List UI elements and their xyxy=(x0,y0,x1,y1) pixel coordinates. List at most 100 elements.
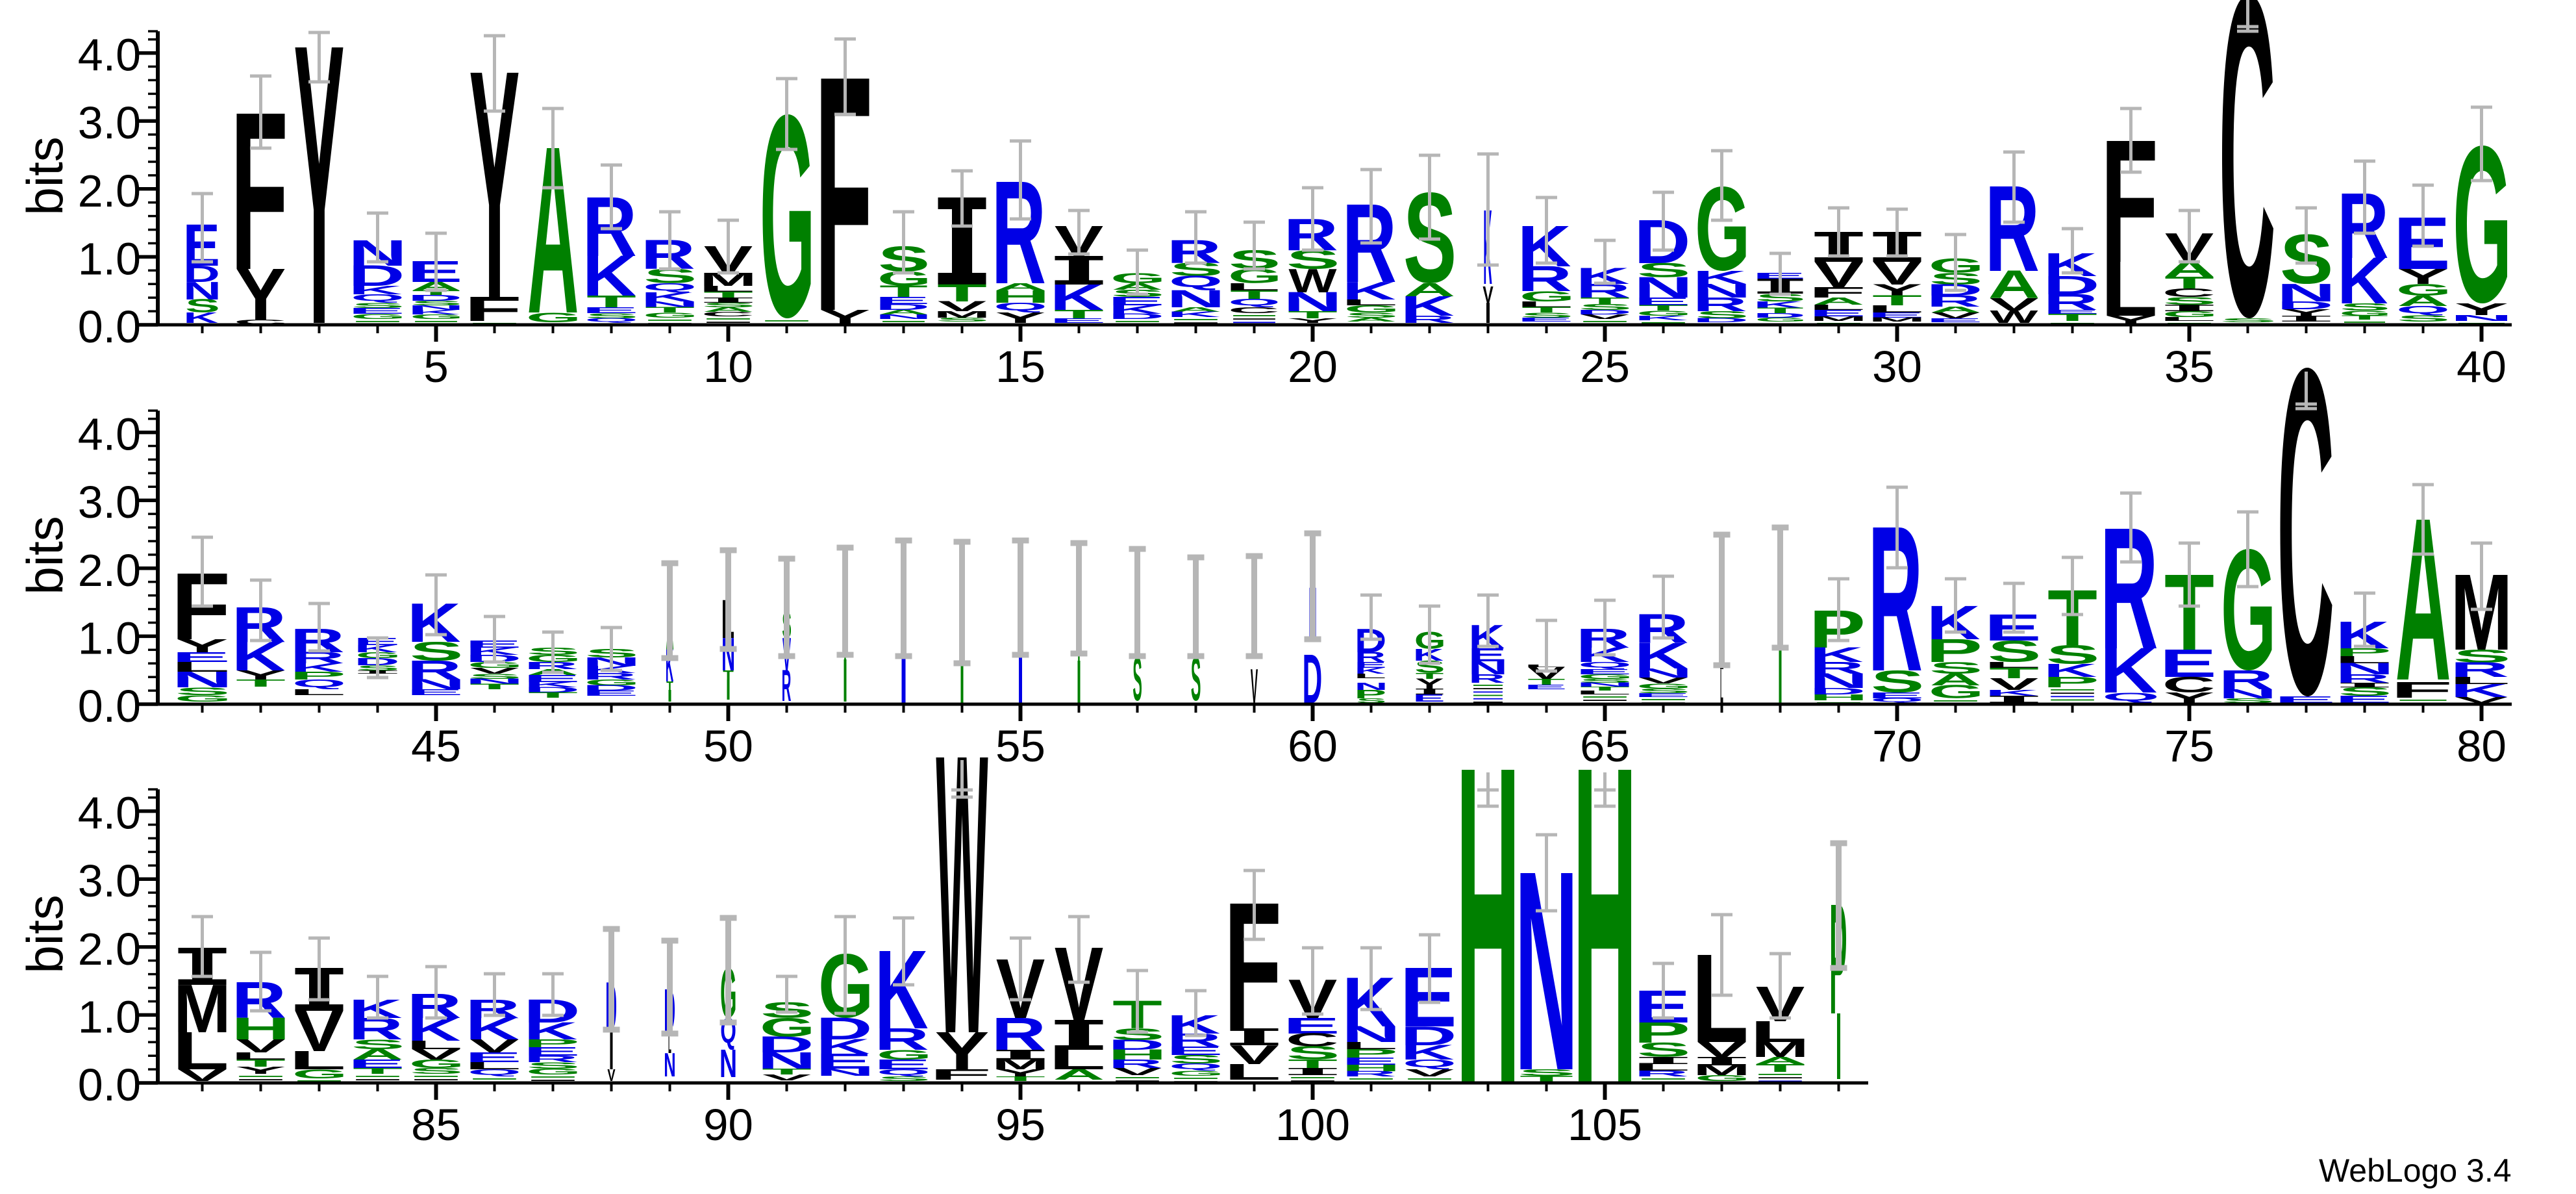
svg-text:Q: Q xyxy=(1169,273,1223,290)
svg-text:G: G xyxy=(526,310,581,325)
svg-text:T: T xyxy=(937,279,987,307)
svg-text:S: S xyxy=(185,296,219,316)
svg-text:R: R xyxy=(1927,292,1981,311)
svg-text:100: 100 xyxy=(1275,1100,1350,1150)
svg-text:V: V xyxy=(1581,313,1630,320)
svg-text:V: V xyxy=(1873,255,1922,292)
svg-text:L: L xyxy=(1867,303,1924,315)
svg-text:D: D xyxy=(1108,1037,1164,1053)
svg-text:R: R xyxy=(782,661,792,711)
svg-text:L: L xyxy=(1341,298,1398,307)
svg-text:V: V xyxy=(607,1066,615,1085)
svg-text:V: V xyxy=(1990,294,2039,314)
svg-text:bits: bits xyxy=(16,136,73,215)
svg-text:T: T xyxy=(353,1066,403,1076)
svg-text:Y: Y xyxy=(2398,264,2449,288)
svg-text:2.0: 2.0 xyxy=(78,166,141,216)
svg-text:E: E xyxy=(1468,644,1507,665)
svg-text:P: P xyxy=(2335,646,2392,658)
svg-text:L: L xyxy=(289,1046,346,1075)
svg-text:G: G xyxy=(1695,1073,1750,1082)
svg-text:S: S xyxy=(2397,313,2450,324)
svg-text:K: K xyxy=(524,1017,578,1045)
svg-text:M: M xyxy=(1693,1063,1750,1078)
svg-text:F: F xyxy=(929,1066,992,1083)
svg-text:Y: Y xyxy=(1872,281,1923,299)
svg-text:95: 95 xyxy=(995,1100,1045,1150)
svg-text:T: T xyxy=(645,305,695,314)
svg-text:Q: Q xyxy=(2102,690,2159,703)
svg-text:4.0: 4.0 xyxy=(78,30,141,81)
svg-text:L: L xyxy=(1808,303,1866,311)
svg-text:E: E xyxy=(1926,317,1983,324)
svg-text:K: K xyxy=(1167,311,1221,319)
svg-text:P: P xyxy=(1926,632,1982,669)
svg-text:A: A xyxy=(1930,305,1982,314)
svg-text:C: C xyxy=(1228,305,1280,314)
svg-text:T: T xyxy=(1638,303,1688,312)
svg-text:3.0: 3.0 xyxy=(78,477,141,527)
svg-text:N: N xyxy=(2450,313,2513,323)
svg-text:H: H xyxy=(1456,671,1521,1180)
svg-text:K: K xyxy=(1927,596,1981,650)
svg-text:A: A xyxy=(1345,316,1397,323)
svg-text:R: R xyxy=(1518,259,1572,299)
svg-text:C: C xyxy=(701,311,755,318)
svg-text:P: P xyxy=(2043,674,2099,691)
svg-text:E: E xyxy=(1634,692,1691,698)
svg-text:K: K xyxy=(1342,963,1396,1042)
svg-text:40: 40 xyxy=(2457,342,2507,392)
svg-text:S: S xyxy=(175,685,231,698)
svg-text:R: R xyxy=(466,994,520,1024)
svg-text:N: N xyxy=(406,676,466,692)
svg-text:K: K xyxy=(1401,1041,1455,1064)
svg-text:N: N xyxy=(640,299,699,309)
svg-text:H: H xyxy=(231,1011,290,1046)
svg-text:D: D xyxy=(816,1011,872,1046)
svg-text:G: G xyxy=(1344,303,1399,314)
svg-text:S: S xyxy=(1132,645,1142,714)
svg-text:R: R xyxy=(1985,160,2040,298)
svg-text:K: K xyxy=(408,309,460,316)
svg-text:P: P xyxy=(523,1037,580,1049)
svg-text:N: N xyxy=(1634,271,1693,304)
svg-text:R: R xyxy=(1634,605,1689,652)
svg-text:45: 45 xyxy=(411,721,461,771)
svg-text:V: V xyxy=(470,666,519,676)
svg-text:T: T xyxy=(1054,307,1104,321)
svg-text:T: T xyxy=(236,678,286,689)
svg-text:L: L xyxy=(1341,1040,1398,1052)
svg-text:1.0: 1.0 xyxy=(78,991,141,1042)
svg-text:S: S xyxy=(1755,291,1806,303)
svg-text:C: C xyxy=(2219,0,2275,411)
svg-text:1.0: 1.0 xyxy=(78,613,141,663)
svg-text:R: R xyxy=(290,622,345,659)
svg-text:S: S xyxy=(1520,311,1573,320)
svg-text:E: E xyxy=(1634,295,1691,307)
svg-text:80: 80 xyxy=(2457,721,2507,771)
svg-text:85: 85 xyxy=(411,1100,461,1150)
svg-text:K: K xyxy=(290,661,344,674)
svg-text:D: D xyxy=(183,260,220,286)
svg-text:S: S xyxy=(1871,664,1924,699)
svg-text:R: R xyxy=(1167,1030,1221,1051)
svg-text:M: M xyxy=(992,1057,1049,1073)
svg-text:S: S xyxy=(410,637,463,666)
svg-text:3.0: 3.0 xyxy=(78,856,141,906)
svg-text:T: T xyxy=(1288,309,1338,321)
svg-text:K: K xyxy=(641,290,695,305)
svg-text:35: 35 xyxy=(2164,342,2214,392)
svg-text:A: A xyxy=(1404,279,1456,300)
svg-text:V: V xyxy=(762,1073,812,1082)
svg-text:R: R xyxy=(2336,672,2390,685)
svg-text:E: E xyxy=(171,649,230,665)
svg-text:R: R xyxy=(1634,1069,1689,1078)
svg-text:S: S xyxy=(1579,678,1632,683)
svg-text:C: C xyxy=(2162,286,2216,299)
svg-text:N: N xyxy=(1283,286,1342,317)
svg-text:K: K xyxy=(466,646,519,657)
svg-text:G: G xyxy=(2339,309,2392,318)
svg-text:E: E xyxy=(2043,309,2100,315)
svg-text:L: L xyxy=(2449,675,2510,687)
svg-text:S: S xyxy=(1345,311,1398,320)
